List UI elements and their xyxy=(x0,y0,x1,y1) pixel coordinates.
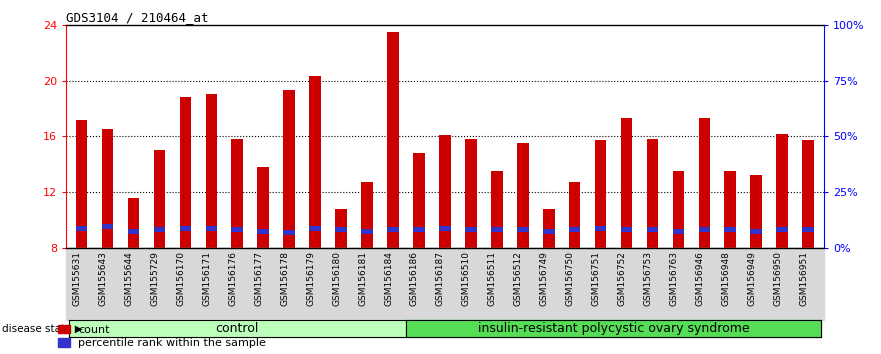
Bar xyxy=(101,224,114,229)
Text: GSM155643: GSM155643 xyxy=(99,251,107,306)
Bar xyxy=(776,133,788,248)
Bar xyxy=(569,182,581,248)
Bar xyxy=(491,171,503,248)
Bar xyxy=(439,226,451,231)
Bar xyxy=(595,141,606,248)
Text: GSM156181: GSM156181 xyxy=(358,251,367,307)
Bar xyxy=(621,227,633,232)
Bar xyxy=(803,141,814,248)
Bar xyxy=(413,153,425,248)
Bar xyxy=(387,227,399,232)
Bar xyxy=(309,76,321,248)
Bar xyxy=(336,209,347,248)
Text: GSM156512: GSM156512 xyxy=(514,251,522,306)
Bar xyxy=(724,171,737,248)
Bar xyxy=(672,229,685,234)
Bar xyxy=(361,182,373,248)
Bar xyxy=(672,171,685,248)
Text: GSM155644: GSM155644 xyxy=(124,251,134,306)
Legend: count, percentile rank within the sample: count, percentile rank within the sample xyxy=(58,325,266,348)
Text: GSM156749: GSM156749 xyxy=(540,251,549,306)
Text: GSM156176: GSM156176 xyxy=(228,251,237,307)
Bar xyxy=(76,120,87,248)
Text: GSM156184: GSM156184 xyxy=(384,251,393,306)
Bar xyxy=(205,226,218,231)
Bar xyxy=(257,167,269,248)
Text: GSM156763: GSM156763 xyxy=(670,251,678,307)
Bar xyxy=(76,226,87,231)
Bar xyxy=(180,97,191,248)
Bar xyxy=(128,198,139,248)
Text: GSM156951: GSM156951 xyxy=(799,251,808,307)
Text: GSM156949: GSM156949 xyxy=(747,251,756,306)
Text: GSM155729: GSM155729 xyxy=(151,251,159,306)
Bar xyxy=(413,227,425,232)
Bar xyxy=(153,150,166,248)
Bar xyxy=(621,118,633,248)
Bar xyxy=(724,227,737,232)
Bar xyxy=(751,175,762,248)
Text: GSM156946: GSM156946 xyxy=(695,251,705,306)
Text: control: control xyxy=(216,322,259,335)
Text: GSM156187: GSM156187 xyxy=(436,251,445,307)
Bar xyxy=(491,227,503,232)
Bar xyxy=(647,227,658,232)
Bar xyxy=(180,226,191,231)
Text: GSM156171: GSM156171 xyxy=(203,251,211,307)
Text: insulin-resistant polycystic ovary syndrome: insulin-resistant polycystic ovary syndr… xyxy=(478,322,750,335)
Bar xyxy=(205,95,218,248)
Bar xyxy=(232,139,243,248)
Text: GSM156178: GSM156178 xyxy=(280,251,289,307)
Bar xyxy=(128,229,139,234)
Text: GSM156948: GSM156948 xyxy=(722,251,730,306)
Bar xyxy=(387,32,399,248)
Bar xyxy=(803,227,814,232)
Bar xyxy=(101,129,114,248)
Text: GSM156511: GSM156511 xyxy=(488,251,497,307)
Text: GSM156180: GSM156180 xyxy=(332,251,341,307)
Text: GDS3104 / 210464_at: GDS3104 / 210464_at xyxy=(66,11,209,24)
Bar xyxy=(284,90,295,248)
Bar xyxy=(465,227,477,232)
Bar xyxy=(699,227,710,232)
Bar xyxy=(284,230,295,235)
Bar xyxy=(595,226,606,231)
Bar xyxy=(232,227,243,232)
Text: GSM156179: GSM156179 xyxy=(307,251,315,307)
Text: GSM156752: GSM156752 xyxy=(618,251,626,306)
Text: GSM156170: GSM156170 xyxy=(176,251,185,307)
Bar xyxy=(361,229,373,234)
Text: GSM156751: GSM156751 xyxy=(591,251,601,307)
Bar xyxy=(517,143,529,248)
Bar xyxy=(257,229,269,234)
Bar xyxy=(543,209,554,248)
Text: GSM156177: GSM156177 xyxy=(255,251,263,307)
Bar xyxy=(543,229,554,234)
Text: GSM156186: GSM156186 xyxy=(410,251,419,307)
Text: GSM156753: GSM156753 xyxy=(643,251,653,307)
Bar xyxy=(465,139,477,248)
Bar xyxy=(699,118,710,248)
Bar xyxy=(439,135,451,248)
Text: GSM156950: GSM156950 xyxy=(774,251,782,307)
Bar xyxy=(153,227,166,232)
Bar xyxy=(569,227,581,232)
Bar xyxy=(309,226,321,231)
Bar xyxy=(776,227,788,232)
Bar xyxy=(751,229,762,234)
Bar xyxy=(647,139,658,248)
Text: GSM156510: GSM156510 xyxy=(462,251,470,307)
Bar xyxy=(336,227,347,232)
Text: GSM155631: GSM155631 xyxy=(72,251,82,307)
Text: GSM156750: GSM156750 xyxy=(566,251,574,307)
Text: disease state ▶: disease state ▶ xyxy=(2,324,83,334)
Bar xyxy=(517,227,529,232)
